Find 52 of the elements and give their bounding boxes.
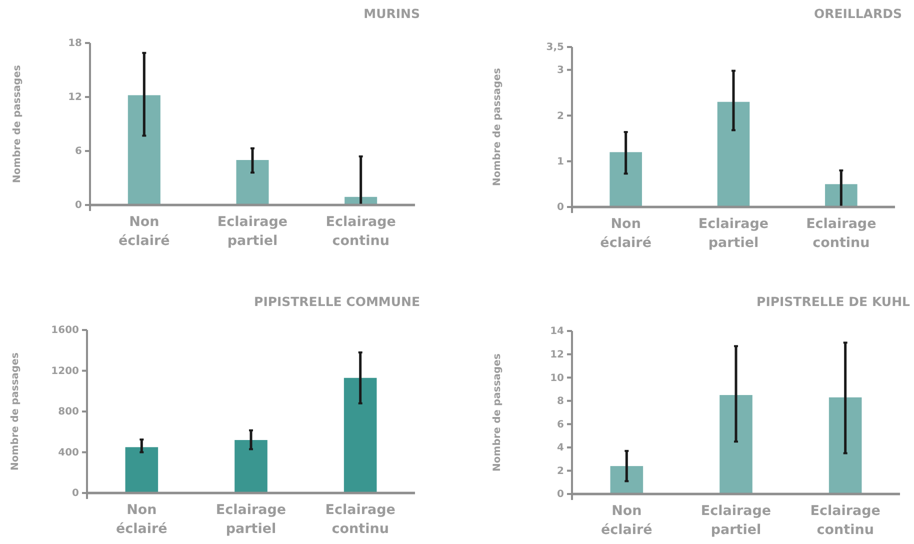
y-tick-label: 1 <box>557 156 564 168</box>
y-axis-title: Nombre de passages <box>492 68 503 186</box>
bar <box>720 395 752 494</box>
y-tick-label: 2 <box>557 110 564 122</box>
bar <box>125 447 158 493</box>
x-tick-label: Eclairage continu <box>325 502 396 537</box>
x-tick-label: Eclairage continu <box>806 216 876 251</box>
x-tick-label: Eclairage partiel <box>216 502 286 537</box>
y-axis-title: Nombre de passages <box>10 352 21 470</box>
y-tick-label: 1200 <box>51 366 80 377</box>
bar <box>234 440 268 493</box>
y-tick-label: 1600 <box>51 325 80 336</box>
bar <box>717 102 750 207</box>
y-tick-label: 14 <box>550 326 564 338</box>
y-tick-label: 6 <box>557 419 564 430</box>
y-tick-label: 800 <box>58 406 80 418</box>
y-axis-title: Nombre de passages <box>492 354 503 472</box>
x-tick-label: Non éclairé <box>600 216 652 251</box>
x-tick-label: Non éclairé <box>600 503 652 538</box>
x-tick-label: Eclairage partiel <box>698 216 769 251</box>
y-tick-label: 2 <box>557 466 564 477</box>
x-tick-label: Non éclairé <box>116 502 168 537</box>
chart-title: OREILLARDS <box>814 6 902 21</box>
bar <box>610 152 642 207</box>
x-tick-label: Non éclairé <box>118 214 170 249</box>
bar <box>828 397 862 494</box>
y-tick-label: 400 <box>58 447 80 458</box>
y-tick-label: 12 <box>68 92 82 104</box>
y-tick-label: 0 <box>72 488 80 500</box>
bar <box>610 466 644 494</box>
chart-title: PIPISTRELLE COMMUNE <box>254 294 420 309</box>
y-tick-label: 0 <box>75 200 82 212</box>
bar <box>236 160 269 205</box>
bar <box>344 378 377 493</box>
x-tick-label: Eclairage partiel <box>700 503 772 538</box>
y-tick-label: 8 <box>557 396 564 408</box>
x-tick-label: Eclairage partiel <box>217 214 288 249</box>
y-tick-label: 0 <box>557 202 564 214</box>
x-tick-label: Eclairage continu <box>810 503 880 538</box>
y-tick-label: 4 <box>557 442 564 454</box>
y-tick-label: 18 <box>68 38 82 50</box>
y-tick-label: 10 <box>550 372 564 384</box>
y-tick-label: 12 <box>550 349 564 360</box>
y-tick-label: 3,5 <box>546 42 564 54</box>
y-tick-label: 3 <box>557 65 564 76</box>
chart-title: MURINS <box>364 6 420 21</box>
y-tick-label: 6 <box>75 146 82 158</box>
bar <box>128 95 160 205</box>
y-axis-title: Nombre de passages <box>12 65 23 183</box>
y-tick-label: 0 <box>557 489 564 500</box>
x-tick-label: Eclairage continu <box>326 214 396 249</box>
chart-title: PIPISTRELLE DE KUHL <box>756 294 910 309</box>
